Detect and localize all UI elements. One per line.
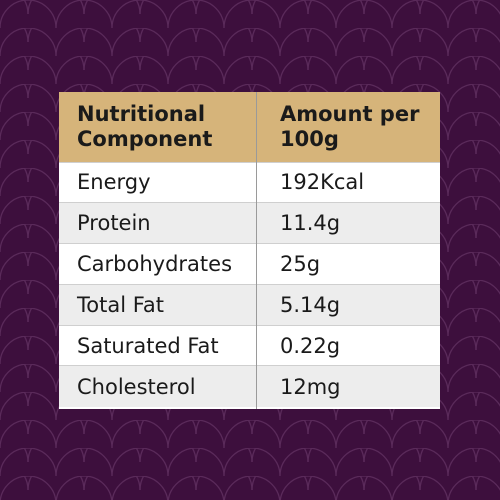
row-component: Carbohydrates [59, 243, 256, 285]
nutrition-table: Nutritional Component Amount per 100g En… [59, 92, 440, 407]
table-row: Cholesterol 12mg [59, 365, 440, 407]
row-amount: 192Kcal [256, 161, 440, 203]
table-row: Energy 192Kcal [59, 161, 440, 203]
table-row: Protein 11.4g [59, 202, 440, 244]
nutrition-table-card: Nutritional Component Amount per 100g En… [59, 92, 440, 409]
row-amount: 25g [256, 243, 440, 285]
table-row: Saturated Fat 0.22g [59, 324, 440, 366]
row-component: Protein [59, 202, 256, 244]
row-amount: 11.4g [256, 202, 440, 244]
row-component: Saturated Fat [59, 324, 256, 366]
table-row: Carbohydrates 25g [59, 243, 440, 285]
row-component: Total Fat [59, 283, 256, 326]
table-row: Total Fat 5.14g [59, 283, 440, 326]
row-amount: 0.22g [256, 324, 440, 366]
row-amount: 12mg [256, 365, 440, 407]
row-component: Energy [59, 161, 256, 203]
row-component: Cholesterol [59, 365, 256, 407]
header-component: Nutritional Component [59, 92, 256, 162]
table-header-row: Nutritional Component Amount per 100g [59, 92, 440, 162]
column-divider [256, 92, 257, 409]
header-amount: Amount per 100g [256, 92, 440, 162]
row-amount: 5.14g [256, 283, 440, 326]
